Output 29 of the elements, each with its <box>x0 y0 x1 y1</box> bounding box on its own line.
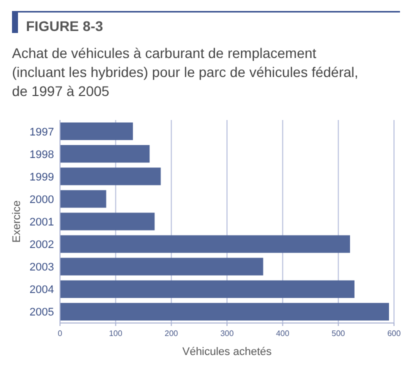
y-tick-label: 2001 <box>30 216 54 228</box>
x-tick-label: 400 <box>276 329 290 338</box>
y-tick-label: 2005 <box>30 306 54 319</box>
x-tick-label: 300 <box>220 329 234 338</box>
x-tick-label: 500 <box>332 329 346 338</box>
bar <box>60 280 354 298</box>
bar <box>60 302 389 321</box>
y-tick-label: 2003 <box>30 262 54 274</box>
x-tick-label: 100 <box>108 329 123 338</box>
chart-subtitle: Achat de véhicules à carburant de remplacement (incluant les hybrides) pour le parc de véhicules fédéral, de 1997 à 2005 <box>12 45 358 99</box>
bar <box>60 258 264 276</box>
bar <box>60 145 150 163</box>
bar <box>60 212 155 230</box>
bar <box>60 190 106 208</box>
y-tick-label: 1997 <box>30 126 54 138</box>
chart-title: FIGURE 8-3 <box>26 18 104 34</box>
bar <box>60 235 350 253</box>
y-tick-label: 2000 <box>30 194 54 206</box>
y-tick-label: 1998 <box>30 148 54 161</box>
x-tick-label: 0 <box>58 329 63 338</box>
x-tick-label: 600 <box>387 329 402 338</box>
bar <box>60 168 161 186</box>
y-tick-label: 2002 <box>30 239 54 252</box>
y-tick-label: 1999 <box>30 171 54 184</box>
x-axis-title: Véhicules achetés <box>182 346 272 358</box>
y-axis-title: Exercice <box>11 200 23 243</box>
bar <box>60 122 133 140</box>
x-tick-label: 200 <box>164 329 179 338</box>
y-tick-label: 2004 <box>30 284 54 296</box>
